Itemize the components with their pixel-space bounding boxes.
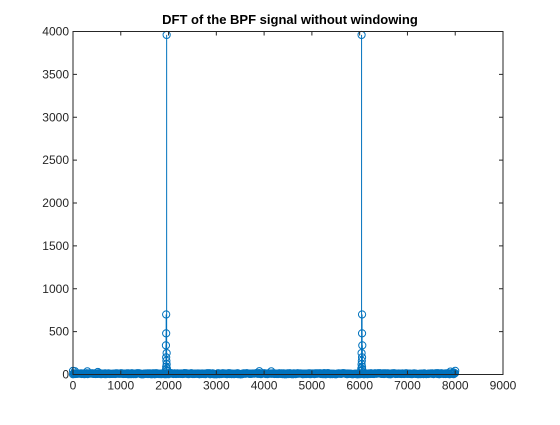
y-tick-label: 500 (49, 325, 69, 339)
x-axis: 0 1000 2000 3000 4000 5000 6000 7000 8000 9000 (70, 32, 517, 393)
x-tick-label: 7000 (394, 379, 421, 393)
y-tick-label: 2500 (42, 153, 69, 167)
y-axis: 0 500 1000 1500 2000 2500 3000 3500 4000 (42, 25, 503, 382)
x-tick-label: 2000 (155, 379, 182, 393)
y-tick-label: 4000 (42, 25, 69, 39)
x-tick-label: 0 (70, 379, 77, 393)
y-tick-label: 2000 (42, 196, 69, 210)
x-tick-label: 1000 (107, 379, 134, 393)
x-tick-label: 6000 (346, 379, 373, 393)
y-tick-label: 1500 (42, 239, 69, 253)
y-tick-label: 3000 (42, 110, 69, 124)
x-tick-label: 3000 (203, 379, 230, 393)
y-tick-label: 1000 (42, 282, 69, 296)
stem-series (69, 31, 458, 378)
x-tick-label: 8000 (442, 379, 469, 393)
x-tick-label: 5000 (299, 379, 326, 393)
chart-title: DFT of the BPF signal without windowing (162, 12, 418, 27)
y-tick-label: 3500 (42, 67, 69, 81)
x-tick-label: 4000 (251, 379, 278, 393)
axes-box (73, 32, 503, 375)
x-tick-label: 9000 (490, 379, 517, 393)
y-tick-label: 0 (62, 368, 69, 382)
